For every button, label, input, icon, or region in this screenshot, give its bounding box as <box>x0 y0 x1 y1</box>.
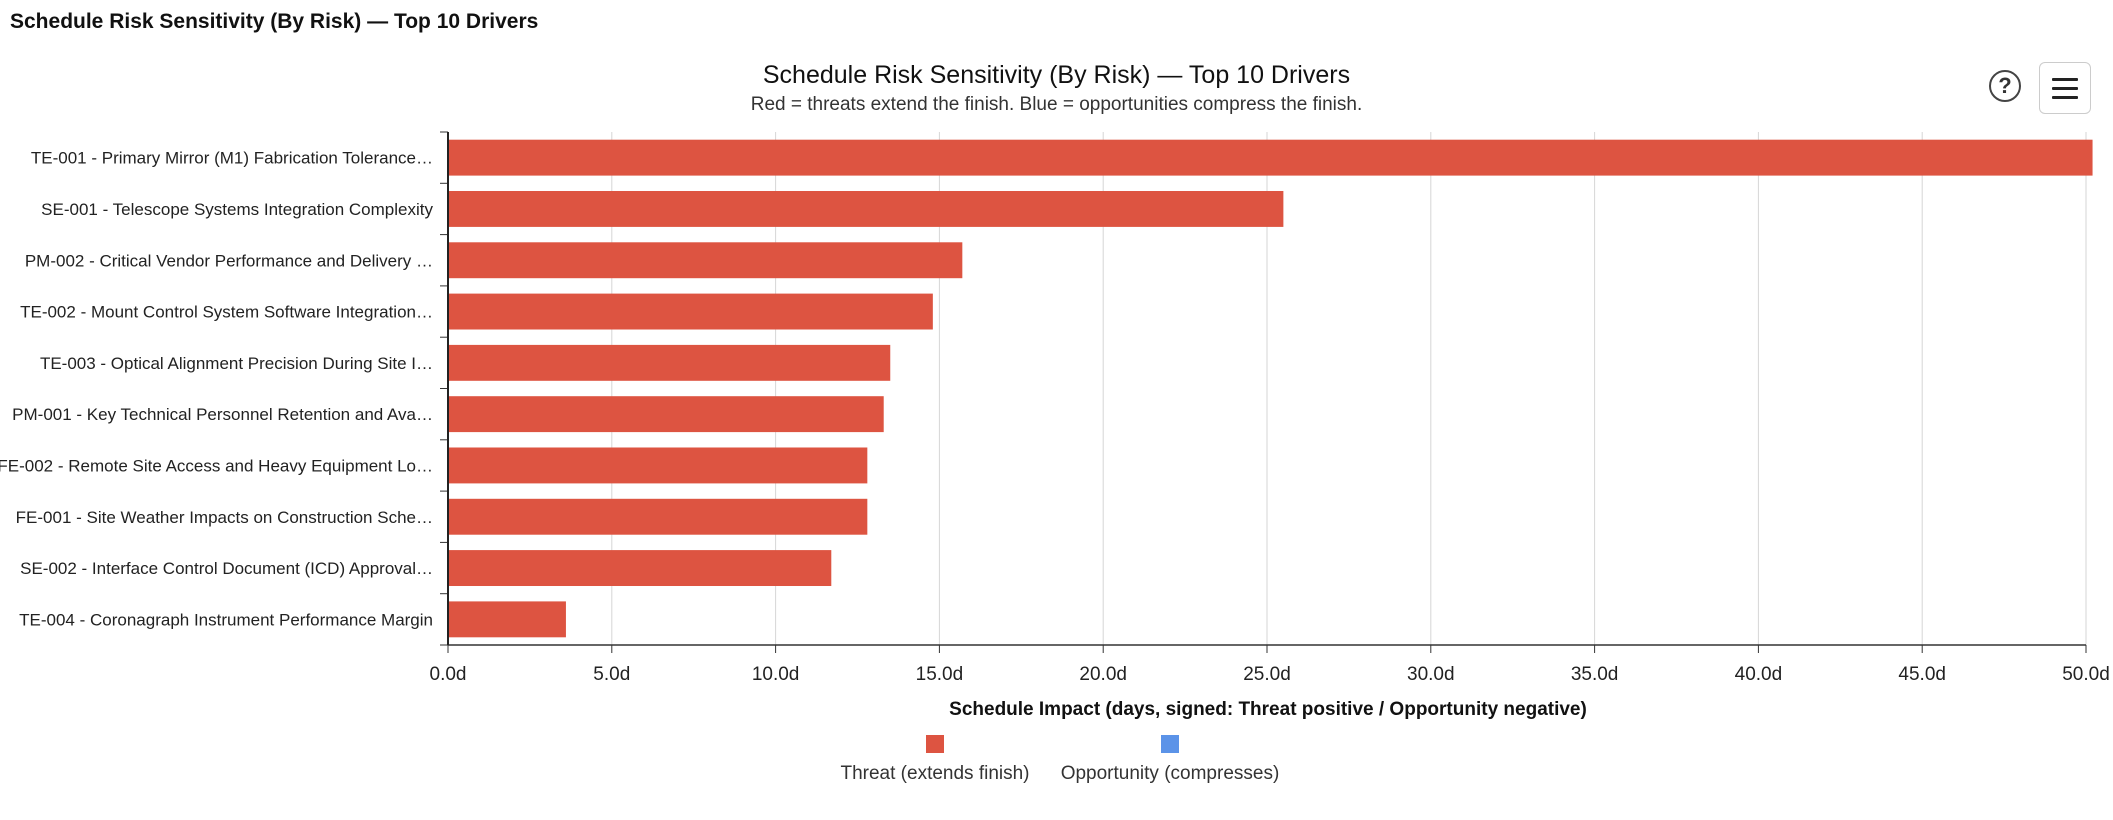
x-tick-label: 25.0d <box>1243 664 1291 685</box>
legend-item-opportunity[interactable]: Opportunity (compresses) <box>1050 735 1290 785</box>
question-icon: ? <box>1998 73 2012 98</box>
x-tick-label: 50.0d <box>2062 664 2110 685</box>
x-tick-label: 10.0d <box>752 664 800 685</box>
page-heading: Schedule Risk Sensitivity (By Risk) — To… <box>10 10 539 33</box>
hamburger-icon-line <box>2052 77 2078 81</box>
y-tick-label: TE-004 - Coronagraph Instrument Performa… <box>19 610 433 629</box>
legend-swatch-opportunity <box>1161 735 1179 753</box>
legend-item-threat[interactable]: Threat (extends finish) <box>830 735 1040 785</box>
hamburger-icon-line <box>2052 95 2078 99</box>
axes: 0.0d 5.0d 10.0d 15.0d 20.0d 25.0d 30.0d 35.0d 40… <box>0 131 2110 685</box>
bars <box>448 139 2093 638</box>
y-tick-label: SE-001 - Telescope Systems Integration C… <box>41 200 433 219</box>
legend-label-threat: Threat (extends finish) <box>840 763 1030 784</box>
y-tick-label: PM-002 - Critical Vendor Performance and… <box>25 251 433 270</box>
bar[interactable] <box>448 344 891 381</box>
x-tick-label: 0.0d <box>430 664 467 685</box>
y-tick-label: SE-002 - Interface Control Document (ICD… <box>20 559 433 578</box>
y-tick-label: TE-002 - Mount Control System Software I… <box>20 303 433 322</box>
legend-swatch-threat <box>926 735 944 753</box>
x-tick-label: 45.0d <box>1898 664 1946 685</box>
help-button[interactable]: ? <box>1989 70 2021 102</box>
bar[interactable] <box>448 550 832 587</box>
bar[interactable] <box>448 396 884 433</box>
chart-title: Schedule Risk Sensitivity (By Risk) — To… <box>762 61 1351 89</box>
x-tick-label: 40.0d <box>1735 664 1783 685</box>
bar[interactable] <box>448 601 566 638</box>
bar[interactable] <box>448 242 963 279</box>
x-tick-label: 30.0d <box>1407 664 1455 685</box>
y-tick-label: FE-002 - Remote Site Access and Heavy Eq… <box>0 456 433 475</box>
bar[interactable] <box>448 293 933 330</box>
chart-subtitle: Red = threats extend the finish. Blue = … <box>750 94 1363 115</box>
x-axis-title: Schedule Impact (days, signed: Threat po… <box>949 699 1587 720</box>
bar[interactable] <box>448 447 868 484</box>
x-tick-label: 35.0d <box>1571 664 1619 685</box>
y-tick-label: PM-001 - Key Technical Personnel Retenti… <box>12 405 433 424</box>
x-tick-label: 15.0d <box>916 664 964 685</box>
hamburger-icon-line <box>2052 86 2078 90</box>
x-tick-label: 5.0d <box>593 664 630 685</box>
x-tick-label: 20.0d <box>1079 664 1127 685</box>
legend-label-opportunity: Opportunity (compresses) <box>1060 763 1280 784</box>
bar[interactable] <box>448 139 2093 176</box>
y-tick-label: TE-003 - Optical Alignment Precision Dur… <box>40 354 433 373</box>
y-tick-label: TE-001 - Primary Mirror (M1) Fabrication… <box>31 149 433 168</box>
menu-button[interactable] <box>2039 62 2091 114</box>
bar[interactable] <box>448 190 1284 227</box>
bar[interactable] <box>448 498 868 535</box>
y-tick-label: FE-001 - Site Weather Impacts on Constru… <box>16 508 433 527</box>
